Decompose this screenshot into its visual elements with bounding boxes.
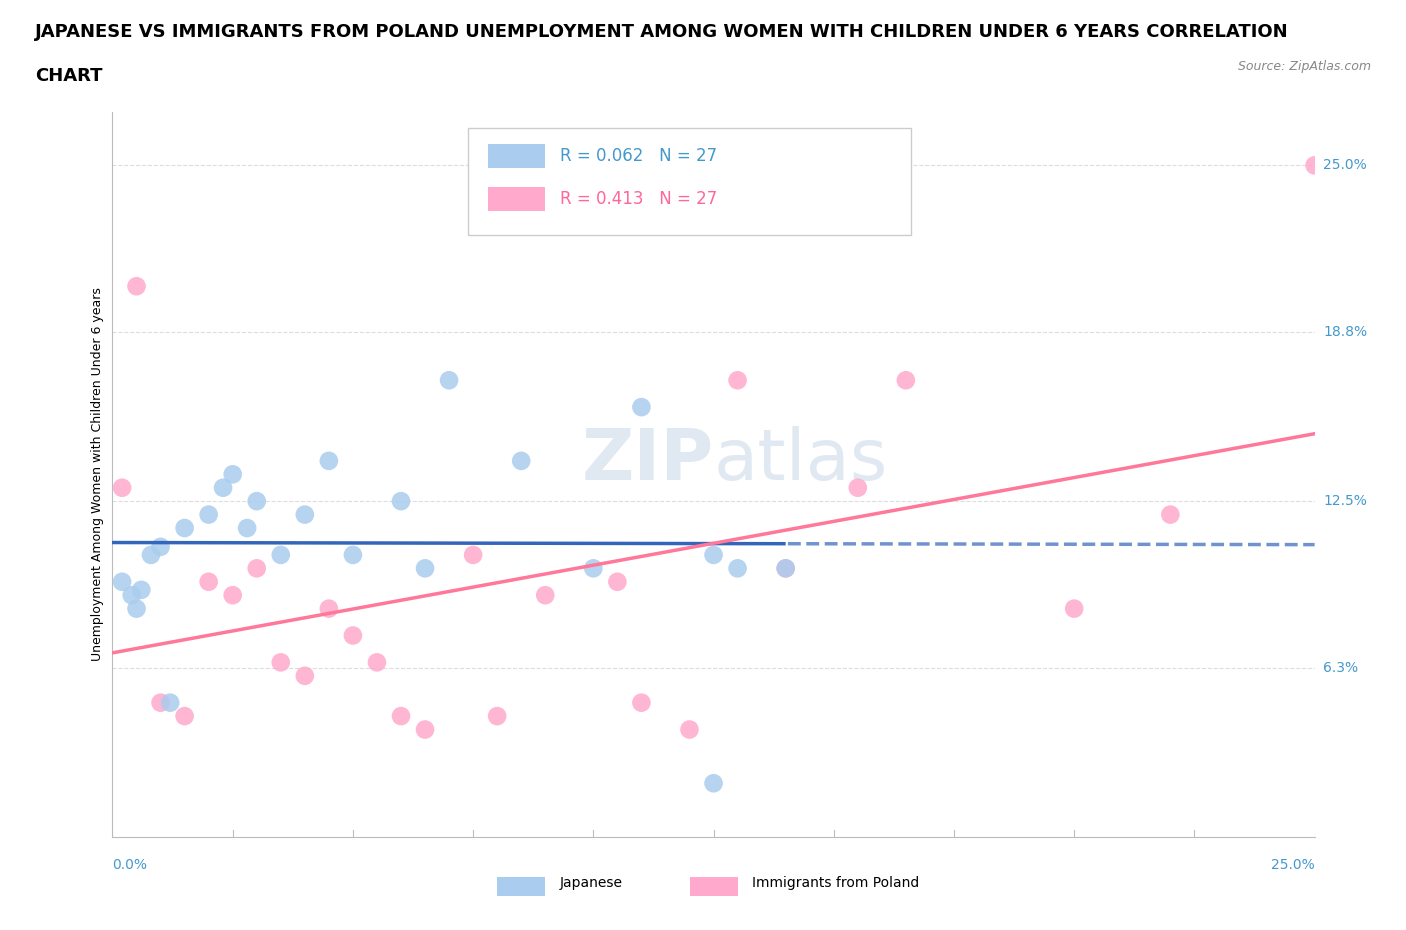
Point (437, 373, 460, 388)
Text: 18.8%: 18.8% (1323, 325, 1367, 339)
Text: 6.3%: 6.3% (1323, 660, 1358, 675)
Point (236, 521, 259, 536)
Point (212, 480, 235, 495)
Point (294, 507, 316, 522)
Text: Source: ZipAtlas.com: Source: ZipAtlas.com (1237, 60, 1371, 73)
Point (678, 722, 700, 737)
Text: CHART: CHART (35, 67, 103, 85)
Point (294, 669, 316, 684)
Point (846, 480, 869, 495)
Point (413, 561, 436, 576)
Point (342, 548, 364, 563)
Point (111, 575, 134, 590)
Point (486, 709, 509, 724)
Point (270, 548, 292, 563)
Point (159, 696, 181, 711)
Point (894, 373, 917, 388)
Point (775, 561, 797, 576)
Text: ZIP: ZIP (581, 426, 713, 496)
Point (727, 561, 749, 576)
Bar (488, 187, 546, 211)
Point (246, 561, 269, 576)
Text: atlas: atlas (713, 426, 889, 496)
Text: Japanese: Japanese (560, 876, 623, 890)
Point (149, 539, 172, 554)
Point (173, 709, 195, 724)
Point (111, 480, 134, 495)
Point (149, 696, 172, 711)
Point (125, 601, 148, 616)
Text: Immigrants from Poland: Immigrants from Poland (752, 876, 920, 890)
Point (775, 561, 797, 576)
Point (366, 655, 388, 670)
Bar (498, 877, 546, 897)
FancyBboxPatch shape (468, 127, 911, 235)
Point (630, 696, 652, 711)
Text: 12.5%: 12.5% (1323, 494, 1367, 508)
Y-axis label: Unemployment Among Women with Children Under 6 years: Unemployment Among Women with Children U… (91, 287, 104, 661)
Point (121, 588, 143, 603)
Point (534, 588, 557, 603)
Point (318, 454, 340, 469)
Point (173, 521, 195, 536)
Point (1063, 601, 1085, 616)
Bar (488, 144, 546, 168)
Point (413, 722, 436, 737)
Point (702, 548, 725, 563)
Point (318, 601, 340, 616)
Point (222, 467, 245, 482)
Point (389, 494, 412, 509)
Text: R = 0.413   N = 27: R = 0.413 N = 27 (560, 190, 717, 208)
Text: 0.0%: 0.0% (112, 858, 148, 872)
Text: JAPANESE VS IMMIGRANTS FROM POLAND UNEMPLOYMENT AMONG WOMEN WITH CHILDREN UNDER : JAPANESE VS IMMIGRANTS FROM POLAND UNEMP… (35, 23, 1289, 41)
Point (582, 561, 605, 576)
Text: 25.0%: 25.0% (1271, 858, 1315, 872)
Point (197, 507, 219, 522)
Point (702, 776, 725, 790)
Text: 25.0%: 25.0% (1323, 158, 1367, 172)
Point (1159, 507, 1181, 522)
Point (197, 575, 219, 590)
Point (389, 709, 412, 724)
Point (125, 279, 148, 294)
Bar (689, 877, 738, 897)
Point (606, 575, 628, 590)
Point (630, 400, 652, 415)
Point (131, 582, 153, 597)
Point (139, 548, 162, 563)
Point (510, 454, 533, 469)
Point (246, 494, 269, 509)
Text: R = 0.062   N = 27: R = 0.062 N = 27 (560, 147, 717, 165)
Point (727, 373, 749, 388)
Point (270, 655, 292, 670)
Point (342, 628, 364, 643)
Point (461, 548, 484, 563)
Point (1303, 158, 1326, 173)
Point (222, 588, 245, 603)
